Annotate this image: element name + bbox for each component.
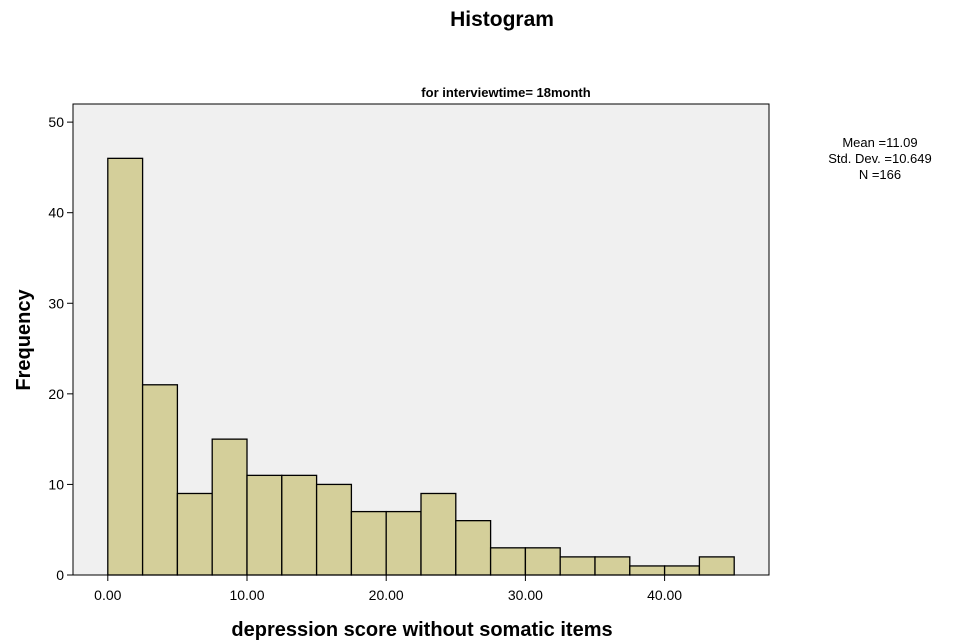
chart-title: Histogram	[450, 8, 554, 31]
histogram-bar	[350, 510, 387, 576]
stats-std-dev: Std. Dev. =10.649	[828, 151, 931, 166]
histogram-bar	[559, 556, 596, 576]
x-axis-label: depression score without somatic items	[231, 619, 612, 640]
y-tick-label: 20	[48, 386, 64, 402]
y-tick-label: 10	[48, 476, 64, 492]
x-axis: 0.00 10.00 20.00 30.00 40.00	[94, 575, 682, 603]
y-tick-label: 30	[48, 295, 64, 311]
x-tick-label: 0.00	[94, 587, 121, 603]
histogram-bar	[107, 157, 144, 576]
histogram-bar	[629, 565, 666, 576]
histogram-bar	[698, 556, 735, 576]
histogram-bar	[489, 547, 527, 576]
histogram-bar	[246, 474, 283, 576]
bars	[107, 157, 735, 576]
histogram-bar	[281, 474, 318, 576]
y-axis-label: Frequency	[13, 289, 35, 391]
stats-mean: Mean =11.09	[842, 135, 917, 150]
histogram-bar	[455, 520, 492, 576]
y-tick-label: 40	[48, 205, 64, 221]
histogram-bar	[176, 492, 213, 576]
histogram-bar	[594, 556, 631, 576]
chart-subtitle: for interviewtime= 18month	[421, 85, 590, 100]
x-tick-label: 20.00	[369, 587, 404, 603]
histogram-bar	[385, 510, 422, 576]
x-tick-label: 30.00	[508, 587, 543, 603]
histogram-bar	[663, 565, 701, 576]
x-tick-label: 40.00	[647, 587, 682, 603]
y-tick-label: 0	[56, 567, 64, 583]
histogram-bar	[211, 438, 248, 576]
y-axis: 0 10 20 30 40 50	[48, 114, 73, 583]
stats-n: N =166	[859, 167, 901, 182]
histogram-bar	[524, 547, 561, 576]
y-tick-label: 50	[48, 114, 64, 130]
histogram-bar	[315, 483, 353, 576]
histogram-bar	[420, 492, 457, 576]
stats-box: Mean =11.09 Std. Dev. =10.649 N =166	[828, 135, 931, 182]
x-tick-label: 10.00	[229, 587, 264, 603]
histogram-bar	[141, 384, 179, 576]
